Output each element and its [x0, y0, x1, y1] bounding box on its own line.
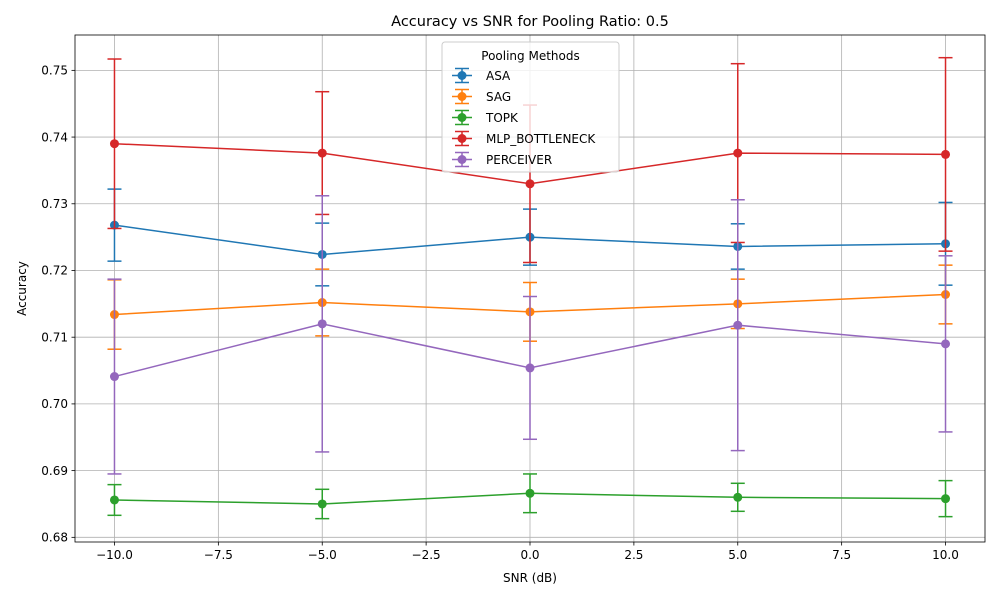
data-point: [733, 148, 743, 158]
data-point: [941, 149, 951, 159]
data-point: [525, 488, 535, 498]
legend-item: MLP_BOTTLENECK: [452, 130, 596, 147]
data-point: [733, 320, 743, 330]
legend-item: SAG: [452, 88, 511, 105]
x-tick-label: −5.0: [308, 548, 337, 562]
data-point: [109, 372, 119, 382]
legend-item: PERCEIVER: [452, 151, 552, 168]
data-point: [317, 148, 327, 158]
legend-marker: [457, 71, 467, 80]
y-tick-label: 0.73: [41, 197, 68, 211]
x-tick-label: −2.5: [412, 548, 441, 562]
x-tick-label: −7.5: [204, 548, 233, 562]
y-axis-title: Accuracy: [15, 261, 29, 316]
x-tick-label: 0.0: [520, 548, 539, 562]
legend-title: Pooling Methods: [481, 49, 579, 63]
y-tick-label: 0.72: [41, 264, 68, 278]
x-axis-title: SNR (dB): [503, 571, 557, 585]
series-topk: [107, 473, 953, 520]
legend: Pooling Methods ASA SAG TOPK MLP_BOTTLENECK…: [441, 41, 620, 173]
y-tick-label: 0.75: [41, 64, 68, 78]
legend-label: ASA: [486, 69, 511, 83]
data-point: [941, 339, 951, 349]
legend-item: TOPK: [452, 109, 519, 126]
data-point: [941, 494, 951, 504]
legend-box: [441, 41, 620, 173]
data-point: [109, 495, 119, 505]
y-tick-label: 0.71: [41, 330, 68, 344]
legend-marker: [457, 92, 467, 101]
x-tick-label: 2.5: [624, 548, 643, 562]
series-perceiver: [107, 195, 953, 475]
y-tick-label: 0.74: [41, 130, 68, 144]
x-tick-label: 7.5: [832, 548, 851, 562]
chart-title: Accuracy vs SNR for Pooling Ratio: 0.5: [391, 14, 669, 30]
legend-label: MLP_BOTTLENECK: [486, 132, 596, 146]
y-tick-label: 0.69: [41, 464, 68, 478]
x-tick-label: −10.0: [96, 548, 133, 562]
x-tick-label: 5.0: [728, 548, 747, 562]
data-point: [733, 492, 743, 502]
data-point: [317, 499, 327, 509]
axes: −10.0 −7.5 −5.0 −2.5 0.0 2.5 5.0 7.5 10.0 0.68 0.6…: [41, 64, 959, 562]
data-point: [109, 139, 119, 149]
series-layer: [107, 56, 953, 520]
y-tick-label: 0.68: [41, 531, 68, 545]
legend-marker: [457, 113, 467, 122]
legend-label: TOPK: [485, 111, 519, 125]
data-point: [525, 179, 535, 189]
x-tick-label: 10.0: [932, 548, 959, 562]
data-point: [525, 363, 535, 373]
data-point: [317, 319, 327, 329]
legend-label: SAG: [486, 90, 511, 104]
legend-label: PERCEIVER: [486, 153, 552, 167]
legend-item: ASA: [452, 67, 511, 84]
legend-marker: [457, 155, 467, 164]
y-tick-label: 0.70: [41, 397, 68, 411]
legend-marker: [457, 134, 467, 143]
